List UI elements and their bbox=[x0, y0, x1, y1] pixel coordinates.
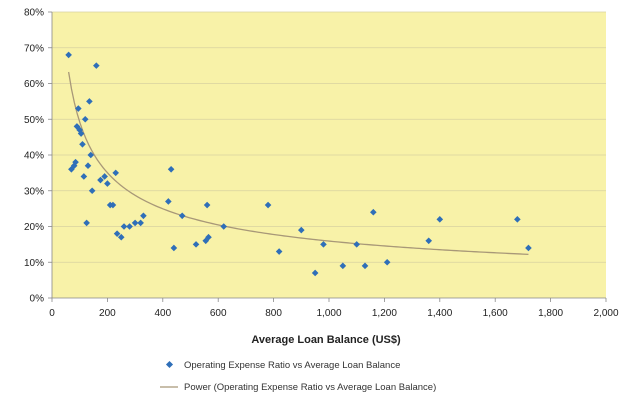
data-point bbox=[72, 158, 79, 166]
data-point bbox=[83, 219, 90, 227]
data-point bbox=[140, 212, 147, 220]
data-point bbox=[120, 223, 128, 230]
data-point bbox=[84, 162, 92, 170]
data-point bbox=[436, 216, 444, 223]
data-point bbox=[65, 51, 72, 59]
x-tick-label: 2,000 bbox=[593, 308, 618, 319]
data-point bbox=[109, 201, 117, 209]
data-point bbox=[81, 115, 89, 123]
data-point bbox=[525, 244, 532, 252]
y-tick-label: 20% bbox=[24, 222, 44, 233]
data-point bbox=[203, 201, 211, 209]
data-point bbox=[178, 212, 186, 220]
y-tick-label: 70% bbox=[24, 43, 44, 54]
data-point bbox=[112, 169, 120, 177]
x-tick-label: 0 bbox=[49, 308, 55, 319]
data-point bbox=[339, 262, 347, 270]
data-point bbox=[68, 166, 75, 173]
data-point bbox=[298, 226, 305, 234]
legend-marker-series bbox=[165, 360, 174, 369]
x-tick-label: 1,400 bbox=[427, 308, 452, 319]
x-tick-label: 1,000 bbox=[316, 308, 341, 319]
data-point bbox=[353, 241, 360, 248]
data-point bbox=[73, 123, 81, 130]
data-point bbox=[165, 198, 172, 205]
data-point bbox=[79, 140, 86, 148]
data-point bbox=[75, 105, 82, 112]
trendline bbox=[67, 71, 529, 255]
x-tick-label: 1,800 bbox=[538, 308, 563, 319]
x-tick-label: 800 bbox=[265, 308, 282, 319]
data-point bbox=[275, 248, 283, 255]
scatter-points bbox=[65, 51, 532, 277]
data-point bbox=[320, 241, 327, 248]
data-point bbox=[87, 151, 95, 159]
x-axis: 0 200 400 600 800 1,000 1,200 1,400 1,600 1,800 2,… bbox=[49, 297, 619, 319]
data-point bbox=[86, 98, 93, 105]
gridlines bbox=[52, 11, 606, 263]
data-point bbox=[205, 233, 212, 241]
data-point bbox=[514, 216, 521, 223]
data-point bbox=[220, 223, 228, 230]
x-tick-label: 600 bbox=[210, 308, 227, 319]
legend-label-series: Operating Expense Ratio vs Average Loan … bbox=[184, 360, 400, 371]
data-point bbox=[97, 176, 104, 184]
legend: Operating Expense Ratio vs Average Loan … bbox=[160, 360, 436, 393]
data-point bbox=[383, 258, 391, 266]
x-tick-label: 200 bbox=[99, 308, 116, 319]
data-point bbox=[167, 166, 175, 173]
legend-label-trend: Power (Operating Expense Ratio vs Averag… bbox=[184, 382, 436, 393]
data-point bbox=[170, 244, 178, 252]
x-axis-title: Average Loan Balance (US$) bbox=[251, 334, 401, 346]
data-point bbox=[264, 201, 272, 209]
x-tick-label: 400 bbox=[154, 308, 171, 319]
data-point bbox=[202, 237, 210, 245]
data-point bbox=[131, 219, 139, 227]
data-point bbox=[126, 223, 133, 230]
data-point bbox=[104, 180, 111, 187]
y-tick-label: 10% bbox=[24, 258, 44, 269]
x-tick-label: 1,600 bbox=[483, 308, 508, 319]
y-tick-label: 30% bbox=[24, 186, 44, 197]
data-point bbox=[113, 230, 121, 237]
data-point bbox=[93, 62, 100, 69]
data-point bbox=[370, 208, 377, 216]
data-point bbox=[192, 241, 200, 248]
data-point bbox=[88, 187, 96, 195]
data-point bbox=[361, 262, 369, 270]
data-point bbox=[80, 173, 88, 180]
data-point bbox=[77, 130, 85, 137]
data-point bbox=[137, 219, 144, 227]
data-point bbox=[70, 162, 78, 170]
y-tick-label: 50% bbox=[24, 115, 44, 126]
y-tick-label: 0% bbox=[30, 294, 45, 305]
data-point bbox=[425, 237, 433, 245]
trendline-layer bbox=[67, 71, 529, 255]
y-axis: 0% 10% 20% 30% 40% 50% 60% 70% 80% bbox=[24, 8, 53, 305]
y-tick-label: 60% bbox=[24, 79, 44, 90]
y-tick-label: 80% bbox=[24, 8, 44, 19]
data-point bbox=[101, 173, 108, 180]
data-point bbox=[311, 269, 319, 277]
data-point bbox=[117, 233, 125, 241]
y-tick-label: 40% bbox=[24, 151, 44, 162]
x-tick-label: 1,200 bbox=[372, 308, 397, 319]
